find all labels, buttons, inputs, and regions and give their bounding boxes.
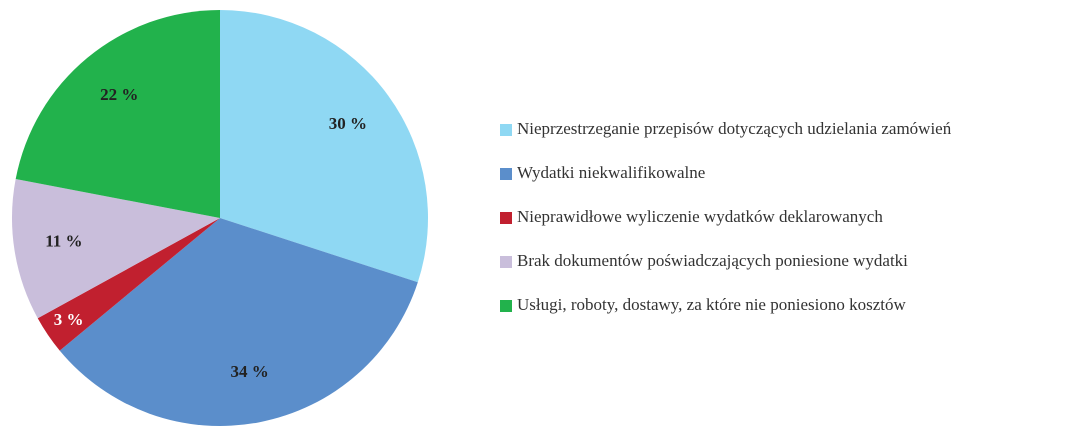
legend-label: Brak dokumentów poświadczających poniesi… xyxy=(517,251,908,270)
pie-slice xyxy=(37,218,220,351)
pie-slice xyxy=(59,218,418,426)
legend-swatch xyxy=(500,212,512,224)
slice-label: 34 % xyxy=(230,362,268,381)
pie-slice xyxy=(220,10,428,283)
legend-swatch xyxy=(500,124,512,136)
slice-label: 11 % xyxy=(45,232,82,251)
legend-label: Wydatki niekwalifikowalne xyxy=(517,163,705,182)
legend-label: Nieprawidłowe wyliczenie wydatków deklar… xyxy=(517,207,883,226)
legend-label: Nieprzestrzeganie przepisów dotyczących … xyxy=(517,119,952,138)
slice-label: 22 % xyxy=(100,85,138,104)
slice-label: 3 % xyxy=(54,310,84,329)
legend-swatch xyxy=(500,300,512,312)
legend-swatch xyxy=(500,168,512,180)
pie-slice xyxy=(11,179,220,319)
pie-slice xyxy=(15,10,221,218)
legend-label: Usługi, roboty, dostawy, za które nie po… xyxy=(517,295,906,314)
legend-swatch xyxy=(500,256,512,268)
slice-label: 30 % xyxy=(329,114,367,133)
